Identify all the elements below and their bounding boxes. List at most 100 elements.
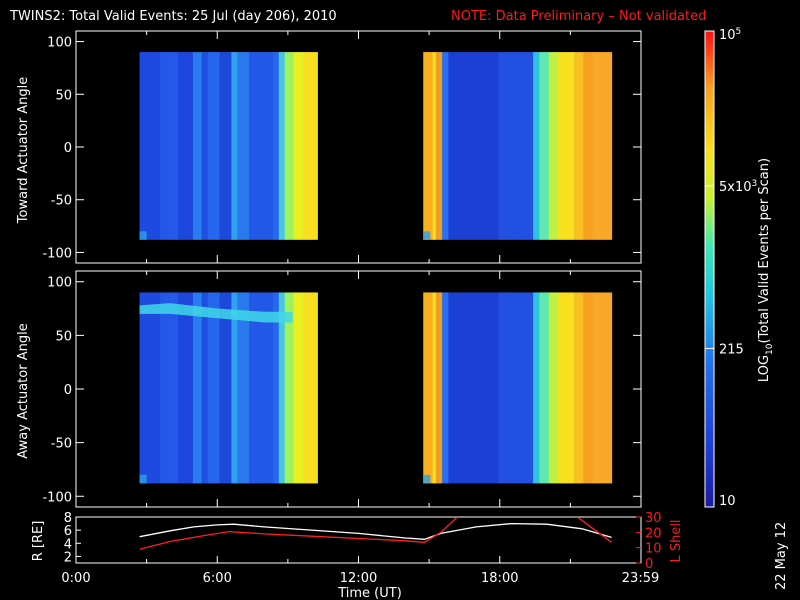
heatmap-cell: [249, 52, 253, 240]
y-tick-label: 4: [64, 537, 72, 552]
heatmap-cell: [192, 52, 197, 240]
heatmap-cell: [526, 52, 531, 240]
heatmap-cell: [573, 52, 578, 240]
toward-ylabel: Toward Actuator Angle: [16, 77, 31, 224]
heatmap-cell: [213, 292, 218, 484]
heatmap-cell: [263, 292, 268, 484]
heatmap-cell: [237, 52, 241, 240]
heatmap-cell: [460, 292, 465, 484]
heatmap-cell: [457, 292, 462, 484]
heatmap-cell: [201, 292, 206, 484]
heatmap-cell: [473, 292, 478, 484]
heatmap-cell: [216, 292, 221, 484]
heatmap-cell: [448, 292, 453, 484]
heatmap-cell: [514, 52, 519, 240]
heatmap-cell: [492, 52, 497, 240]
heatmap-cell: [160, 52, 164, 240]
heatmap-cell: [261, 52, 265, 240]
heatmap-cell: [225, 292, 230, 484]
heatmap-cell: [139, 292, 144, 484]
y-tick-label: 50: [55, 88, 72, 103]
heatmap-cell: [464, 52, 468, 240]
heatmap-cell: [198, 292, 203, 484]
heatmap-cell: [234, 52, 238, 240]
heatmap-cell: [580, 292, 584, 484]
heatmap-cell: [577, 292, 581, 484]
y-tick-label: -100: [42, 246, 72, 261]
heatmap-cell: [237, 292, 241, 484]
heatmap-cell: [139, 52, 144, 240]
heatmap-cell: [451, 292, 456, 484]
heatmap-cell: [175, 52, 179, 240]
y-tick-label: 0: [64, 141, 72, 156]
heatmap-cell: [296, 292, 301, 484]
heatmap-cell: [151, 52, 155, 240]
heatmap-cell: [445, 52, 449, 240]
heatmap-cell: [558, 292, 562, 484]
heatmap-cell: [240, 52, 244, 240]
series-R-line: [139, 522, 612, 540]
heatmap-cell: [583, 292, 588, 484]
heatmap-cell: [246, 292, 250, 484]
heatmap-cell: [284, 292, 289, 484]
heatmap-cell: [457, 52, 462, 240]
heatmap-cell: [178, 52, 182, 240]
toward-panel: 100 50 0 -50 -100: [42, 30, 642, 264]
heatmap-cell: [189, 52, 194, 240]
heatmap-cell: [278, 292, 283, 484]
heatmap-cell: [476, 292, 481, 484]
heatmap-cell: [225, 52, 230, 240]
heatmap-cell: [198, 52, 203, 240]
heatmap-cell: [595, 52, 600, 240]
heatmap-cell: [163, 292, 167, 484]
heatmap-cell: [142, 52, 147, 240]
colorbar-tick-label: 105: [719, 27, 741, 43]
heatmap-cell: [533, 52, 537, 240]
y-tick-label: 0: [64, 383, 72, 398]
heatmap-cell: [169, 292, 173, 484]
away-panel: 100 50 0 -50 -100: [42, 270, 642, 508]
heatmap-cell: [181, 52, 185, 240]
preliminary-note: NOTE: Data Preliminary – Not validated: [451, 9, 706, 24]
y-tick-label: -50: [51, 437, 72, 452]
x-tick-label: 12:00: [340, 571, 377, 586]
heatmap-cell: [145, 52, 150, 240]
heatmap-cell: [608, 52, 613, 240]
heatmap-cell: [281, 52, 286, 240]
heatmap-cell: [426, 52, 431, 240]
heatmap-cell: [486, 292, 490, 484]
heatmap-cell: [243, 52, 247, 240]
heatmap-cell: [426, 292, 431, 484]
orbit-ylabel: R [RE]: [31, 521, 46, 562]
heatmap-cell: [263, 52, 268, 240]
heatmap-cell: [511, 52, 515, 240]
away-ylabel: Away Actuator Angle: [16, 323, 31, 458]
heatmap-cell: [293, 292, 298, 484]
heatmap-cell: [514, 292, 519, 484]
heatmap-cell: [145, 292, 150, 484]
heatmap-cell: [231, 52, 235, 240]
heatmap-cell: [564, 52, 569, 240]
heatmap-cell: [272, 292, 277, 484]
heatmap-cell: [207, 292, 212, 484]
heatmap-cell: [567, 292, 572, 484]
heatmap-cell: [184, 292, 188, 484]
heatmap-cell: [536, 292, 540, 484]
heatmap-cell: [210, 292, 215, 484]
heatmap-cell: [195, 52, 200, 240]
x-tick-label: 6:00: [203, 571, 232, 586]
heatmap-cell: [216, 52, 221, 240]
heatmap-cell: [592, 52, 597, 240]
heatmap-block-2: [423, 292, 613, 484]
heatmap-cell: [314, 52, 318, 240]
series-L-line: [139, 517, 458, 550]
heatmap-cell: [561, 292, 566, 484]
heatmap-cell: [172, 292, 176, 484]
heatmap-cell: [204, 52, 209, 240]
heatmap-cell: [435, 292, 440, 484]
heatmap-cell: [192, 292, 197, 484]
heatmap-cell: [545, 52, 550, 240]
heatmap-cell: [558, 52, 562, 240]
heatmap-cell: [181, 292, 185, 484]
